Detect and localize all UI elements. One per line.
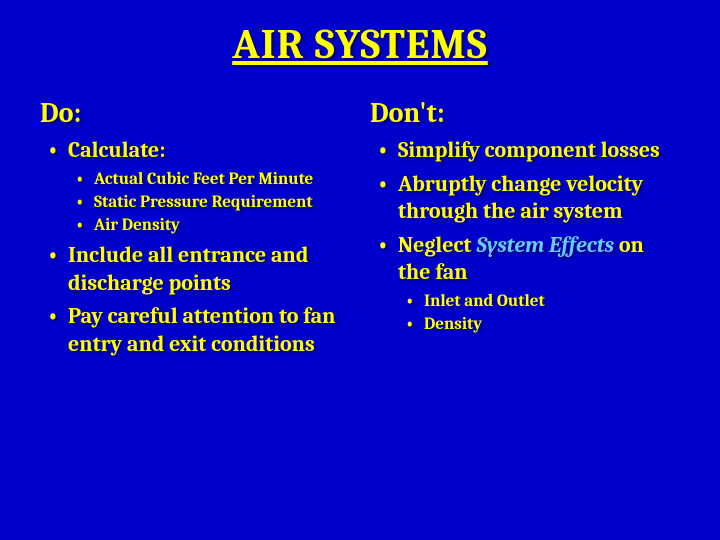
list-item: Pay careful attention to fan entry and e… <box>68 303 350 358</box>
list-item: Calculate: Actual Cubic Feet Per Minute … <box>68 137 350 236</box>
dont-column: Don't: Simplify component losses Abruptl… <box>370 97 680 364</box>
list-item: Simplify component losses <box>398 137 680 165</box>
do-list: Calculate: Actual Cubic Feet Per Minute … <box>40 137 350 358</box>
list-subitem: Air Density <box>94 215 350 236</box>
slide-title: AIR SYSTEMS <box>40 20 680 69</box>
list-item-highlight: System Effects <box>476 232 614 258</box>
list-subitem: Actual Cubic Feet Per Minute <box>94 169 350 190</box>
list-subitem: Inlet and Outlet <box>424 291 680 312</box>
do-column: Do: Calculate: Actual Cubic Feet Per Min… <box>40 97 350 364</box>
dont-list: Simplify component losses Abruptly chang… <box>370 137 680 335</box>
list-item-label: Calculate: <box>68 137 165 163</box>
list-subitem: Density <box>424 314 680 335</box>
dont-sublist: Inlet and Outlet Density <box>398 291 680 336</box>
list-item: Neglect System Effects on the fan Inlet … <box>398 232 680 336</box>
dont-header: Don't: <box>370 97 680 129</box>
columns-container: Do: Calculate: Actual Cubic Feet Per Min… <box>40 97 680 364</box>
do-header: Do: <box>40 97 350 129</box>
list-item: Abruptly change velocity through the air… <box>398 171 680 226</box>
list-subitem: Static Pressure Requirement <box>94 192 350 213</box>
list-item: Include all entrance and discharge point… <box>68 242 350 297</box>
list-item-prefix: Neglect <box>398 232 476 258</box>
do-sublist: Actual Cubic Feet Per Minute Static Pres… <box>68 169 350 237</box>
